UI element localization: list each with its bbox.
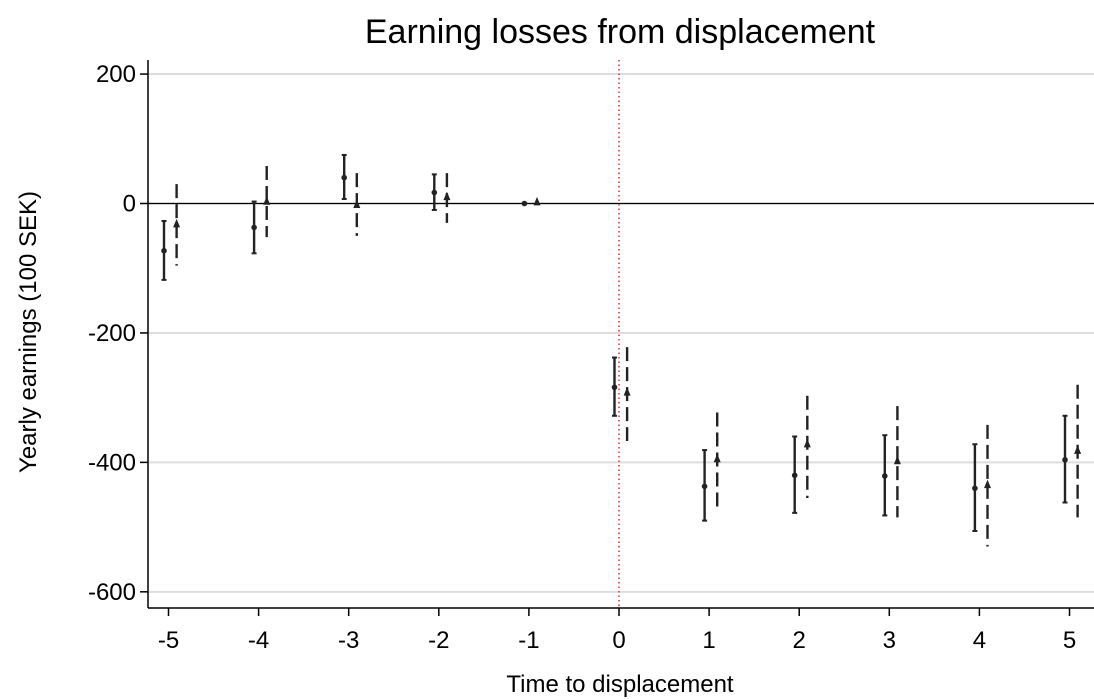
x-tick-label: 4 [973, 627, 986, 654]
point-s2-3 [443, 191, 451, 201]
x-tick-label: 2 [793, 627, 806, 654]
x-tick-label: -4 [248, 627, 269, 654]
x-tick-label: -5 [158, 627, 179, 654]
x-tick-label: 5 [1063, 627, 1076, 654]
axes: 200 0 -200 -400 -600 -5 -4 -3 -2 -1 0 1 2 3 4 5 [88, 60, 1094, 654]
point-s1-0 [161, 247, 167, 254]
y-axis-title: Yearly earnings (100 SEK) [15, 191, 42, 473]
point-s1-1 [251, 224, 257, 231]
x-tick-label: -2 [428, 627, 449, 654]
point-s1-5 [611, 384, 618, 391]
point-s2-7 [803, 438, 811, 448]
y-tick-label: -600 [88, 579, 136, 606]
point-s1-3 [431, 189, 438, 196]
point-s2-10 [1074, 445, 1082, 454]
point-s1-4 [521, 200, 528, 207]
data-marks [161, 153, 1082, 547]
point-s1-9 [972, 485, 978, 492]
point-s2-0 [173, 218, 181, 228]
point-s2-6 [713, 453, 721, 463]
reference-lines [148, 60, 1094, 608]
y-tick-label: 200 [96, 61, 136, 88]
y-tick-label: -200 [88, 320, 136, 347]
point-s1-2 [341, 174, 347, 181]
point-s2-4 [533, 196, 541, 206]
x-tick-label: 0 [612, 627, 625, 654]
point-s1-8 [881, 473, 888, 479]
point-s2-1 [263, 196, 271, 205]
x-axis-title: Time to displacement [506, 671, 734, 698]
x-tick-label: -3 [338, 627, 359, 654]
point-s2-5 [623, 387, 631, 396]
x-tick-label: 1 [702, 627, 715, 654]
x-tick-label: -1 [518, 627, 539, 654]
y-tick-label: -400 [88, 449, 136, 476]
point-s2-9 [984, 479, 992, 489]
point-s1-10 [1062, 456, 1068, 463]
chart-title: Earning losses from displacement [365, 13, 876, 51]
point-s2-8 [893, 455, 901, 465]
y-tick-label: 0 [123, 191, 136, 218]
point-s1-6 [701, 483, 708, 490]
point-s1-7 [791, 472, 798, 479]
x-tick-label: 3 [883, 627, 896, 654]
point-s2-2 [353, 199, 361, 208]
